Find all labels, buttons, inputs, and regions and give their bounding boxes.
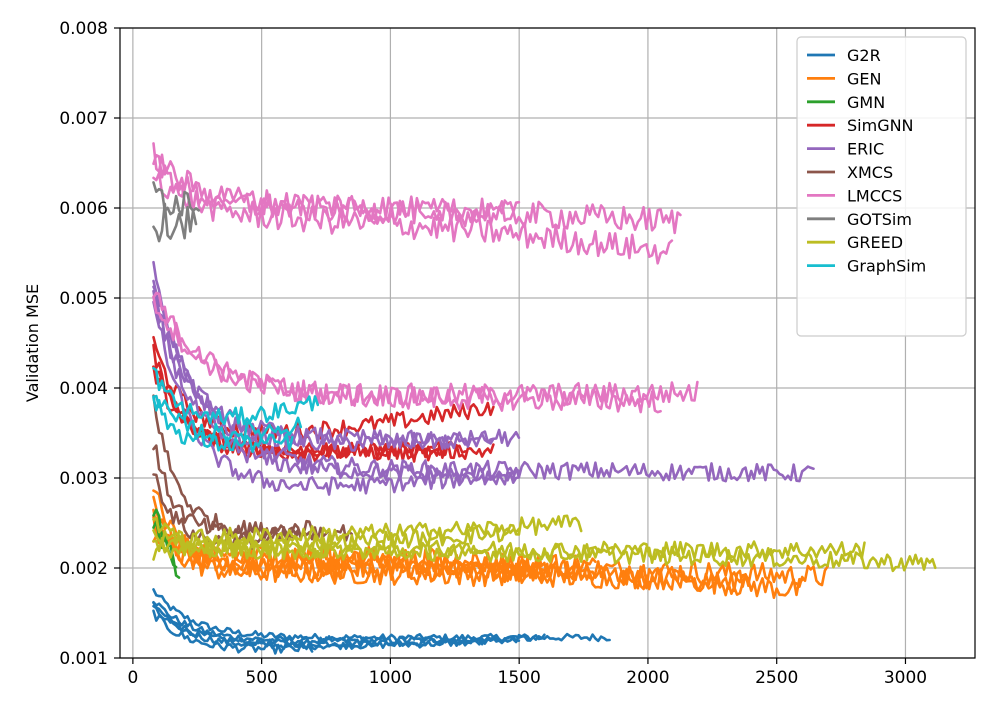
y-tick-label: 0.003: [59, 469, 108, 489]
series-lmccs-run-4: [152, 171, 674, 265]
series-lmccs-run-1: [152, 291, 699, 408]
series-greed-run-4: [152, 524, 521, 561]
x-tick-label: 1000: [369, 668, 412, 688]
series-eric-run-4: [152, 300, 521, 496]
series-g2r-run-5: [152, 609, 314, 655]
series-gotsim-run-1: [152, 181, 201, 217]
y-tick-label: 0.004: [59, 379, 108, 399]
legend-label-graphsim: GraphSim: [847, 257, 926, 276]
y-tick-label: 0.002: [59, 559, 108, 579]
series-lmccs-run-2: [152, 295, 662, 414]
y-tick-label: 0.005: [59, 289, 108, 309]
x-tick-label: 2500: [755, 668, 798, 688]
series-lmccs-run-5: [152, 142, 521, 222]
legend-box: [796, 36, 967, 337]
series-graphsim-run-3: [152, 396, 294, 454]
series-gotsim-run-2: [152, 202, 198, 243]
legend-label-eric: ERIC: [847, 140, 884, 159]
series-lmccs: [152, 142, 699, 414]
y-axis-label: Validation MSE: [23, 284, 42, 402]
y-tick-label: 0.001: [59, 649, 108, 669]
y-tick-label: 0.008: [59, 19, 108, 39]
legend-label-lmccs: LMCCS: [847, 186, 902, 205]
plot-area-frame: [119, 27, 976, 659]
series-xmcs-run-2: [152, 444, 314, 541]
series-g2r-run-4: [152, 604, 495, 651]
series-g2r: [152, 588, 611, 655]
x-tick-label: 2000: [626, 668, 669, 688]
y-tick-label: 0.007: [59, 109, 108, 129]
series-greed-run-3: [152, 514, 583, 553]
axis-ticks: 0 500 1000 1500 2000 2500 3000 0.001 0.002 0.003 0…: [59, 19, 927, 688]
x-tick-label: 1500: [498, 668, 541, 688]
series-simgnn-run-1: [152, 335, 495, 441]
series-eric-run-5: [152, 289, 495, 451]
y-tick-label: 0.006: [59, 199, 108, 219]
series-greed: [152, 514, 937, 573]
x-tick-label: 500: [245, 668, 277, 688]
legend: G2R GEN GMN SimGNN ERIC XMCS LMCCS GOTSim GREED G…: [796, 36, 967, 337]
series-lmccs-run-3: [152, 153, 682, 235]
legend-label-greed: GREED: [847, 233, 903, 252]
series-gotsim: [152, 181, 201, 243]
series-greed-run-1: [152, 516, 937, 573]
series-lines: [152, 142, 937, 655]
legend-label-simgnn: SimGNN: [847, 116, 914, 135]
legend-label-gmn: GMN: [847, 93, 885, 112]
legend-label-gotsim: GOTSim: [847, 210, 912, 229]
x-tick-label: 0: [127, 668, 138, 688]
legend-label-g2r: G2R: [847, 46, 881, 65]
series-graphsim: [152, 366, 320, 454]
x-tick-label: 3000: [884, 668, 927, 688]
legend-label-gen: GEN: [847, 69, 881, 88]
series-graphsim-run-1: [152, 366, 320, 426]
legend-label-xmcs: XMCS: [847, 163, 893, 182]
